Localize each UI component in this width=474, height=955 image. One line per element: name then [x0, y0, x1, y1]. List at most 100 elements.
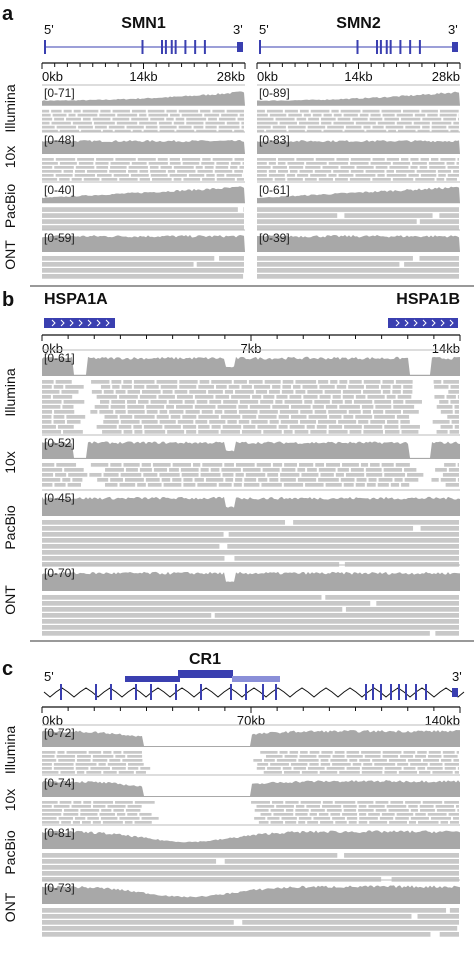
- read: [77, 755, 91, 758]
- coverage: [42, 497, 460, 516]
- read: [151, 400, 167, 404]
- read: [278, 162, 286, 165]
- read: [305, 166, 320, 169]
- track-range: [0-89]: [259, 86, 290, 100]
- read: [396, 170, 415, 173]
- read: [42, 613, 211, 618]
- read: [393, 405, 414, 409]
- read: [310, 751, 320, 754]
- read: [267, 817, 279, 820]
- read: [205, 122, 224, 125]
- read: [350, 430, 362, 434]
- read: [157, 415, 169, 419]
- read: [257, 207, 459, 212]
- read: [271, 821, 284, 824]
- read: [123, 380, 132, 384]
- coverage: [42, 441, 460, 459]
- read: [456, 805, 459, 808]
- read: [142, 817, 159, 820]
- read: [257, 158, 276, 161]
- read: [223, 473, 234, 477]
- read: [449, 813, 459, 816]
- read: [325, 595, 459, 600]
- read: [400, 755, 413, 758]
- read: [119, 395, 138, 399]
- read: [201, 468, 209, 472]
- read: [215, 395, 229, 399]
- read: [226, 174, 242, 177]
- read: [42, 520, 285, 525]
- exon: [194, 40, 196, 54]
- read: [84, 178, 100, 181]
- read: [132, 162, 147, 165]
- read: [42, 853, 337, 858]
- read: [351, 170, 364, 173]
- read: [76, 767, 89, 770]
- read: [363, 390, 381, 394]
- read: [257, 174, 267, 177]
- read: [366, 385, 379, 389]
- read: [276, 805, 294, 808]
- read: [366, 473, 382, 477]
- read: [108, 763, 126, 766]
- read: [444, 463, 456, 467]
- track-label: Illumina: [2, 368, 18, 416]
- read: [430, 763, 443, 766]
- read: [291, 405, 311, 409]
- read: [305, 483, 324, 487]
- read: [347, 751, 360, 754]
- read: [408, 759, 421, 762]
- track-label: 10x: [2, 789, 18, 812]
- exon: [262, 684, 264, 700]
- exon: [425, 684, 427, 700]
- read: [441, 425, 453, 429]
- read: [101, 817, 117, 820]
- read: [54, 385, 64, 389]
- read: [75, 817, 85, 820]
- read: [387, 395, 396, 399]
- read: [313, 405, 324, 409]
- read: [300, 110, 309, 113]
- read: [144, 425, 162, 429]
- read: [234, 158, 244, 161]
- read: [64, 809, 78, 812]
- read: [340, 166, 354, 169]
- read: [304, 114, 311, 117]
- read: [401, 118, 420, 121]
- read: [393, 385, 402, 389]
- read: [322, 805, 341, 808]
- read: [405, 400, 422, 404]
- read: [357, 478, 367, 482]
- read: [359, 813, 366, 816]
- read: [128, 390, 140, 394]
- read: [80, 813, 97, 816]
- read: [42, 805, 52, 808]
- read: [307, 468, 317, 472]
- read: [405, 801, 421, 804]
- read: [435, 631, 459, 636]
- read: [189, 174, 204, 177]
- read: [280, 751, 288, 754]
- read: [243, 162, 244, 165]
- read: [458, 767, 459, 770]
- read: [252, 395, 261, 399]
- read: [384, 468, 402, 472]
- read: [374, 415, 395, 419]
- read: [264, 759, 275, 762]
- read: [452, 420, 459, 424]
- read: [335, 801, 356, 804]
- read: [295, 430, 309, 434]
- read: [387, 805, 407, 808]
- read: [205, 166, 214, 169]
- read: [63, 813, 78, 816]
- five-prime: 5': [259, 22, 269, 37]
- read: [285, 110, 298, 113]
- read: [59, 817, 73, 820]
- read: [282, 468, 296, 472]
- read: [403, 410, 419, 414]
- read: [361, 751, 381, 754]
- read: [457, 751, 459, 754]
- read: [225, 478, 233, 482]
- read: [412, 162, 427, 165]
- read: [42, 859, 216, 864]
